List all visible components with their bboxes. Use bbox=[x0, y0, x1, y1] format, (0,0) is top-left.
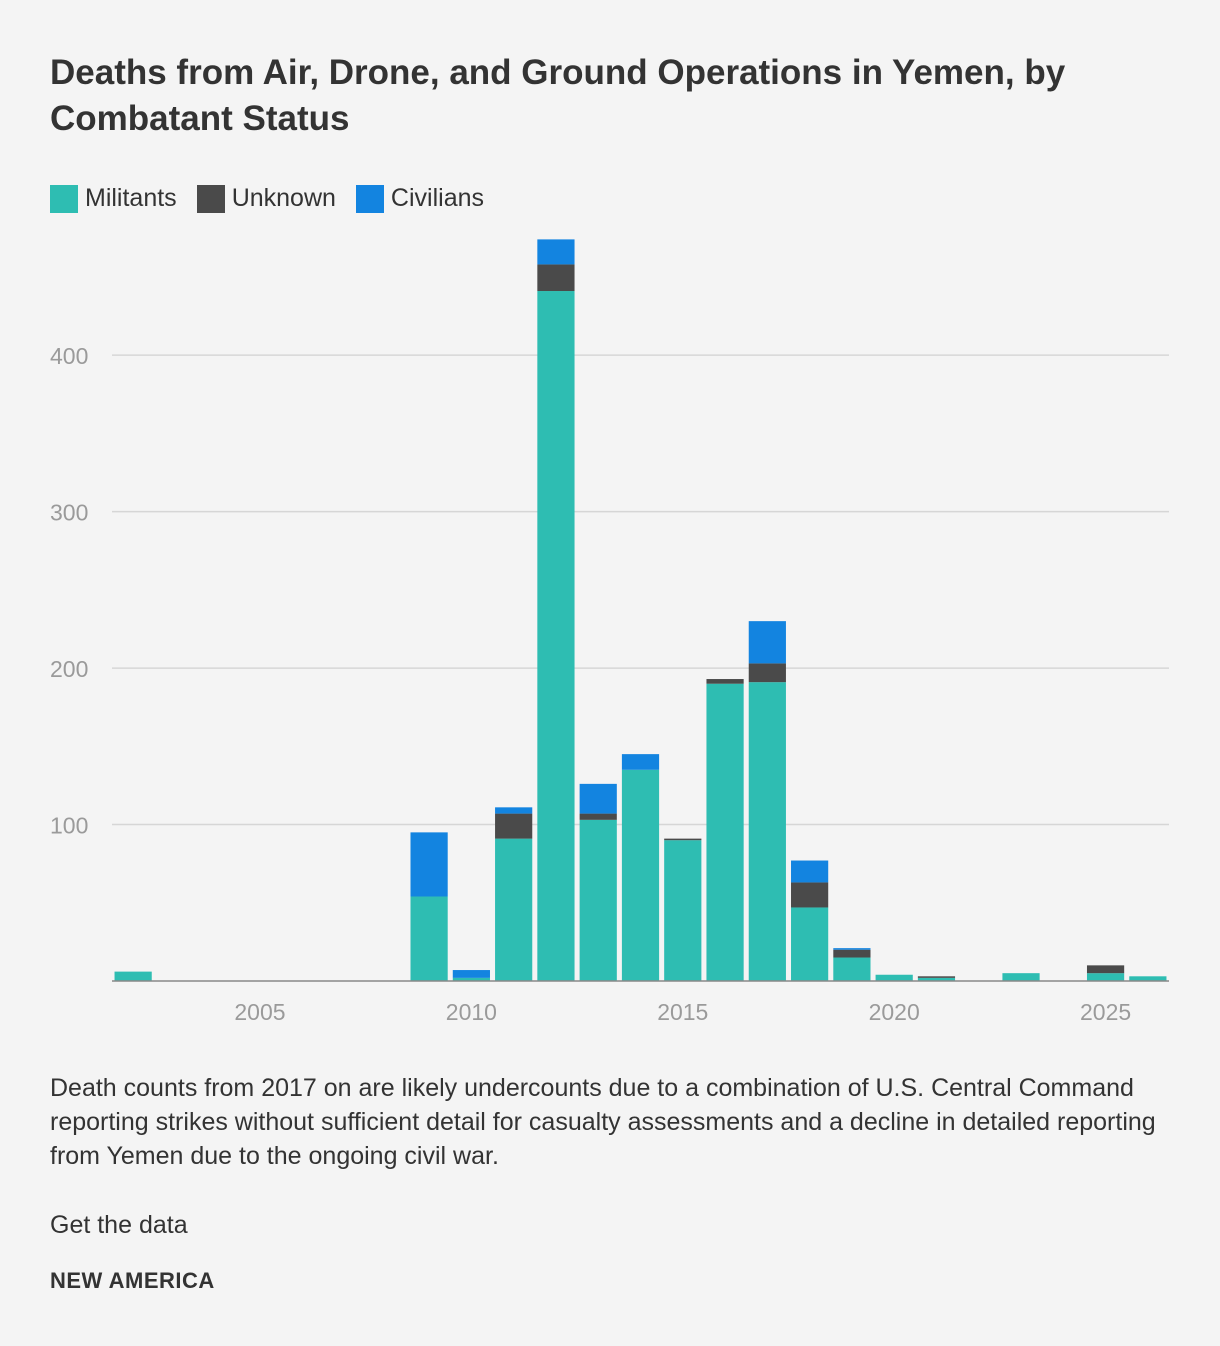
bar-2016-militants bbox=[706, 683, 744, 981]
bar-2011-unknown bbox=[495, 813, 533, 839]
bar-2020-militants bbox=[875, 974, 913, 981]
bar-2010-militants bbox=[452, 977, 490, 981]
brand-logo: NEW AMERICA bbox=[50, 1268, 215, 1293]
bar-2021-militants bbox=[917, 977, 956, 981]
bar-2009-civilians bbox=[410, 832, 448, 897]
bar-2023-militants bbox=[1002, 973, 1040, 981]
bar-2011-civilians bbox=[495, 807, 533, 814]
legend-item-civilians[interactable]: Civilians bbox=[355, 184, 485, 213]
legend-label-militants: Militants bbox=[85, 184, 177, 212]
bar-2015-unknown bbox=[664, 838, 702, 841]
legend-swatch-unknown bbox=[196, 184, 225, 213]
legend-swatch-militants bbox=[50, 184, 78, 213]
bar-2021-unknown bbox=[917, 976, 956, 978]
x-tick-label-2005: 2005 bbox=[234, 999, 285, 1025]
bar-2012-unknown bbox=[537, 264, 575, 292]
bar-2026-militants bbox=[1129, 976, 1167, 981]
legend-label-civilians: Civilians bbox=[390, 184, 485, 212]
bar-2011-militants bbox=[495, 838, 533, 981]
bar-2002-militants bbox=[114, 971, 152, 981]
bar-2012-civilians bbox=[537, 239, 575, 265]
chart-note: Death counts from 2017 on are likely und… bbox=[50, 1074, 1156, 1170]
x-tick-label-2025: 2025 bbox=[1080, 999, 1131, 1025]
bar-2018-unknown bbox=[791, 882, 829, 908]
bar-2015-militants bbox=[664, 840, 702, 981]
x-tick-label-2010: 2010 bbox=[446, 999, 497, 1025]
bar-2018-militants bbox=[791, 907, 829, 981]
legend-item-unknown[interactable]: Unknown bbox=[196, 184, 336, 213]
legend: Militants Unknown Civilians bbox=[50, 184, 484, 213]
y-tick-label-400: 400 bbox=[50, 343, 88, 369]
legend-label-unknown: Unknown bbox=[231, 184, 336, 212]
chart-title: Deaths from Air, Drone, and Ground Opera… bbox=[50, 53, 1066, 138]
bar-2017-unknown bbox=[748, 663, 786, 683]
y-tick-label-300: 300 bbox=[50, 500, 88, 526]
x-tick-label-2020: 2020 bbox=[869, 999, 920, 1025]
x-tick-label-2015: 2015 bbox=[657, 999, 708, 1025]
bar-2019-unknown bbox=[833, 949, 871, 958]
legend-swatch-civilians bbox=[355, 184, 384, 213]
get-the-data-link[interactable]: Get the data bbox=[50, 1211, 188, 1239]
bar-2013-unknown bbox=[579, 813, 617, 820]
bar-2009-militants bbox=[410, 896, 448, 981]
bar-2017-militants bbox=[748, 682, 786, 981]
legend-item-militants[interactable]: Militants bbox=[50, 184, 177, 213]
bar-2017-civilians bbox=[748, 621, 786, 664]
y-tick-label-100: 100 bbox=[50, 813, 88, 839]
bar-2016-unknown bbox=[706, 679, 744, 684]
bar-2014-civilians bbox=[621, 754, 660, 770]
bar-2012-militants bbox=[537, 291, 575, 981]
bar-2010-civilians bbox=[452, 970, 490, 978]
bar-2018-civilians bbox=[791, 860, 829, 883]
bar-2013-civilians bbox=[579, 783, 617, 814]
bar-2014-militants bbox=[621, 769, 660, 981]
bar-2019-civilians bbox=[833, 948, 871, 950]
bar-2025-militants bbox=[1086, 973, 1125, 981]
bar-2019-militants bbox=[833, 957, 871, 981]
bar-2025-unknown bbox=[1086, 965, 1125, 974]
chart: 100 200 300 400 2005 2010 2015 2020 2025 bbox=[50, 239, 1169, 1025]
bar-2013-militants bbox=[579, 819, 617, 981]
y-tick-label-200: 200 bbox=[50, 656, 88, 682]
